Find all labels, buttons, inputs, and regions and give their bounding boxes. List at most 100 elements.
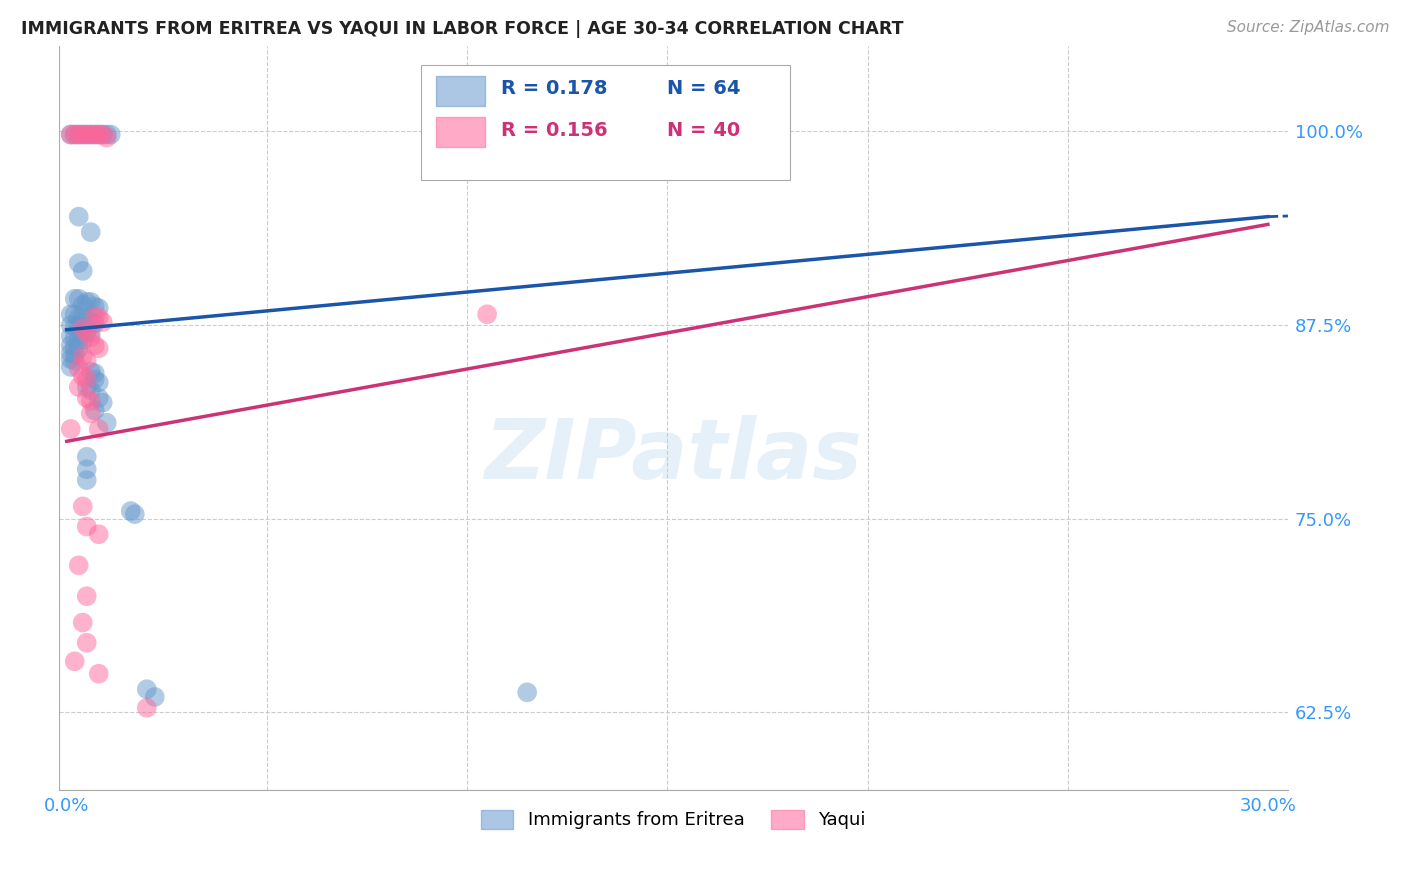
Point	[80, 406, 103, 420]
Point	[67, 332, 90, 346]
Point	[83, 338, 105, 352]
Point	[83, 366, 105, 380]
Point	[72, 128, 94, 142]
Point	[63, 292, 86, 306]
Point	[76, 473, 98, 487]
Point	[83, 310, 105, 325]
Point	[67, 380, 90, 394]
Point	[83, 128, 105, 142]
Point	[143, 690, 166, 704]
Point	[59, 346, 82, 360]
Point	[83, 128, 105, 142]
Point	[83, 403, 105, 417]
Point	[83, 372, 105, 386]
Point	[76, 391, 98, 405]
Point	[80, 128, 103, 142]
Point	[67, 342, 90, 356]
Point	[59, 318, 82, 332]
Point	[87, 527, 110, 541]
FancyBboxPatch shape	[422, 65, 790, 180]
Point	[76, 313, 98, 327]
Point	[72, 298, 94, 312]
Point	[59, 422, 82, 436]
Point	[76, 462, 98, 476]
Point	[76, 128, 98, 142]
Point	[120, 504, 142, 518]
Point	[72, 128, 94, 142]
Point	[83, 317, 105, 331]
Point	[63, 340, 86, 354]
Point	[76, 519, 98, 533]
Point	[67, 128, 90, 142]
Point	[76, 294, 98, 309]
Point	[87, 422, 110, 436]
Point	[59, 338, 82, 352]
Point	[76, 326, 98, 340]
Point	[135, 682, 157, 697]
Point	[63, 353, 86, 368]
Point	[80, 315, 103, 329]
Point	[87, 391, 110, 405]
Point	[96, 130, 118, 145]
Text: Source: ZipAtlas.com: Source: ZipAtlas.com	[1226, 20, 1389, 35]
Point	[59, 128, 82, 142]
Point	[124, 507, 146, 521]
Point	[87, 342, 110, 356]
Point	[63, 347, 86, 361]
Point	[76, 380, 98, 394]
Point	[76, 353, 98, 368]
Text: N = 40: N = 40	[668, 120, 741, 140]
Point	[72, 369, 94, 384]
Legend: Immigrants from Eritrea, Yaqui: Immigrants from Eritrea, Yaqui	[474, 803, 873, 837]
Point	[135, 700, 157, 714]
Point	[59, 329, 82, 343]
Point	[59, 128, 82, 142]
Text: R = 0.156: R = 0.156	[501, 120, 607, 140]
Point	[72, 349, 94, 363]
Point	[67, 361, 90, 376]
Point	[67, 310, 90, 325]
Point	[67, 292, 90, 306]
Point	[91, 315, 114, 329]
Point	[72, 321, 94, 335]
Point	[80, 225, 103, 239]
Point	[83, 300, 105, 314]
Point	[63, 654, 86, 668]
Text: IMMIGRANTS FROM ERITREA VS YAQUI IN LABOR FORCE | AGE 30-34 CORRELATION CHART: IMMIGRANTS FROM ERITREA VS YAQUI IN LABO…	[21, 20, 904, 37]
Point	[80, 330, 103, 344]
Point	[63, 128, 86, 142]
Point	[76, 372, 98, 386]
Point	[516, 685, 538, 699]
Point	[67, 210, 90, 224]
Point	[91, 128, 114, 142]
Point	[80, 294, 103, 309]
Point	[87, 128, 110, 142]
Point	[87, 376, 110, 390]
Point	[72, 264, 94, 278]
Text: R = 0.178: R = 0.178	[501, 79, 607, 98]
Point	[72, 323, 94, 337]
Point	[87, 301, 110, 315]
Point	[72, 615, 94, 630]
Point	[87, 128, 110, 142]
Point	[96, 416, 118, 430]
Point	[475, 307, 498, 321]
Point	[80, 383, 103, 397]
Point	[59, 307, 82, 321]
Point	[72, 334, 94, 348]
Point	[63, 307, 86, 321]
Point	[87, 310, 110, 325]
Point	[80, 326, 103, 340]
Point	[72, 500, 94, 514]
Point	[67, 558, 90, 573]
Point	[87, 666, 110, 681]
Point	[72, 310, 94, 325]
Point	[76, 636, 98, 650]
Point	[63, 330, 86, 344]
Point	[100, 128, 122, 142]
Point	[59, 352, 82, 367]
Bar	[436, 76, 485, 106]
Point	[67, 256, 90, 270]
Point	[80, 394, 103, 409]
Bar	[436, 117, 485, 146]
